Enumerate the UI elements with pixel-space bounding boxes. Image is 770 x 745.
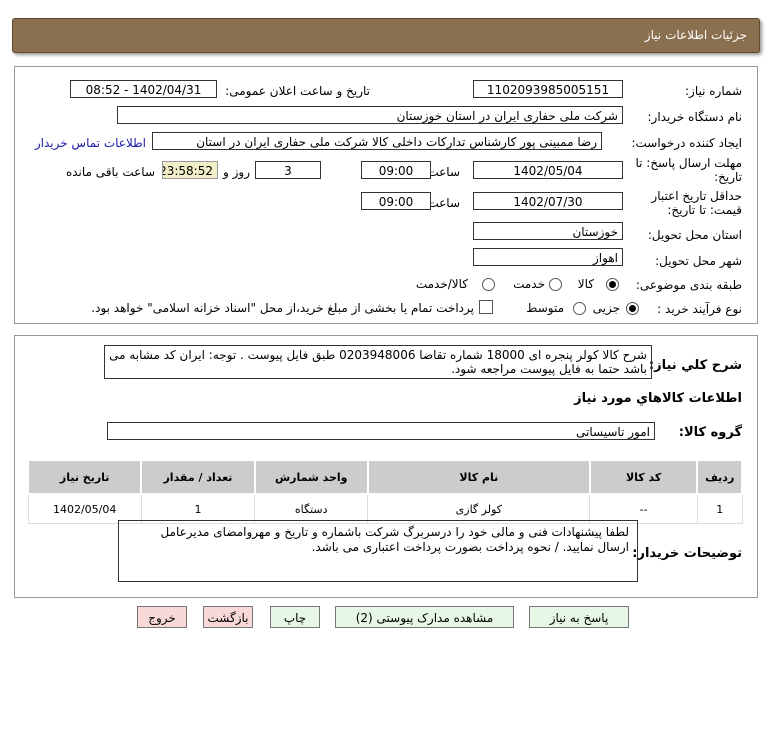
goods-group-label: گروه کالا: [678,425,742,440]
exit-button[interactable]: خروج [137,606,187,628]
process-option-minor: جزیی [592,301,620,315]
table-row: 1 -- کولر گازی دستگاه 1 1402/05/04 [27,493,743,524]
process-label: نوع فرآیند خرید : [657,302,742,316]
cell-date: 1402/05/04 [27,493,142,524]
cell-row: 1 [696,493,743,524]
buyer-field: شرکت ملی حفاری ایران در استان خوزستان [117,106,623,124]
cell-qty: 1 [140,493,256,524]
buyer-label: نام دستگاه خریدار: [647,110,743,124]
province-label: استان محل تحویل: [647,228,742,242]
deadline-label: مهلت ارسال پاسخ: تا تاریخ: [635,156,742,184]
description-field: شرح کالا کولر پنجره ای 18000 شماره تقاضا… [104,345,652,379]
print-button[interactable]: چاپ [270,606,320,628]
category-option-service: خدمت [513,277,545,291]
category-label: طبقه بندی موضوعی: [635,278,742,292]
creator-label: ایجاد کننده درخواست: [631,136,742,150]
reply-button[interactable]: پاسخ به نیاز [529,606,629,628]
validity-label: حداقل تاریخ اعتبار قیمت: تا تاریخ: [651,189,742,217]
category-radio-goods[interactable] [606,278,619,291]
deadline-date-field: 1402/05/04 [473,161,623,179]
treasury-payment-checkbox[interactable] [479,300,493,314]
city-label: شهر محل تحویل: [655,254,742,268]
col-row: ردیف [696,459,743,495]
need-number-label: شماره نیاز: [685,84,742,98]
cell-unit: دستگاه [254,493,369,524]
announce-label: تاریخ و ساعت اعلان عمومی: [225,84,370,98]
col-date: تاریخ نیاز [26,459,143,495]
province-field: خوزستان [473,222,623,240]
cell-code: -- [589,493,698,524]
announce-field: 1402/04/31 - 08:52 [70,80,217,98]
cell-name: کولر گازی [367,493,591,524]
process-radio-medium[interactable] [573,302,586,315]
col-unit: واحد شمارش [253,459,369,495]
back-button[interactable]: بازگشت [203,606,253,628]
table-header-row: ردیف کد کالا نام کالا واحد شمارش تعداد /… [26,459,743,495]
deadline-time-label: ساعت [427,165,460,179]
buyer-notes-label: توضیحات خریدار: [632,546,742,561]
validity-time-label: ساعت [427,196,460,210]
need-number-field: 1102093985005151 [473,80,623,98]
city-field: اهواز [473,248,623,266]
buyer-contact-link[interactable]: اطلاعات تماس خریدار [34,136,146,150]
page-header: جزئيات اطلاعات نياز [12,18,760,53]
days-field: 3 [255,161,321,179]
category-radio-both[interactable] [482,278,495,291]
validity-time-field: 09:00 [361,192,431,210]
col-name: نام کالا [366,459,591,495]
remaining-label: ساعت باقی مانده [65,165,155,179]
deadline-time-field: 09:00 [361,161,431,179]
goods-table: ردیف کد کالا نام کالا واحد شمارش تعداد /… [26,459,743,524]
page-title: جزئيات اطلاعات نياز [644,28,747,42]
goods-info-title: اطلاعات کالاهاي مورد نياز [574,391,742,406]
days-label: روز و [223,165,250,179]
col-qty: تعداد / مقدار [140,459,256,495]
goods-group-field: امور تاسیساتی [107,422,655,440]
view-attachments-button[interactable]: مشاهده مدارک پیوستی (2) [335,606,514,628]
category-option-goods: کالا [577,277,594,291]
creator-field: رضا ممبینی پور کارشناس تدارکات داخلی کال… [152,132,602,150]
category-radio-service[interactable] [549,278,562,291]
payment-note: پرداخت تمام یا بخشی از مبلغ خرید،از محل … [91,301,474,315]
description-label: شرح کلي نياز: [648,358,742,373]
buyer-notes-field: لطفا پیشنهادات فنی و مالی خود را درسربرگ… [118,520,638,582]
category-option-both: کالا/خدمت [415,277,468,291]
process-option-medium: متوسط [526,301,564,315]
validity-date-field: 1402/07/30 [473,192,623,210]
col-code: کد کالا [588,459,699,495]
process-radio-minor[interactable] [626,302,639,315]
remaining-time-field: 23:58:52 [162,161,218,179]
